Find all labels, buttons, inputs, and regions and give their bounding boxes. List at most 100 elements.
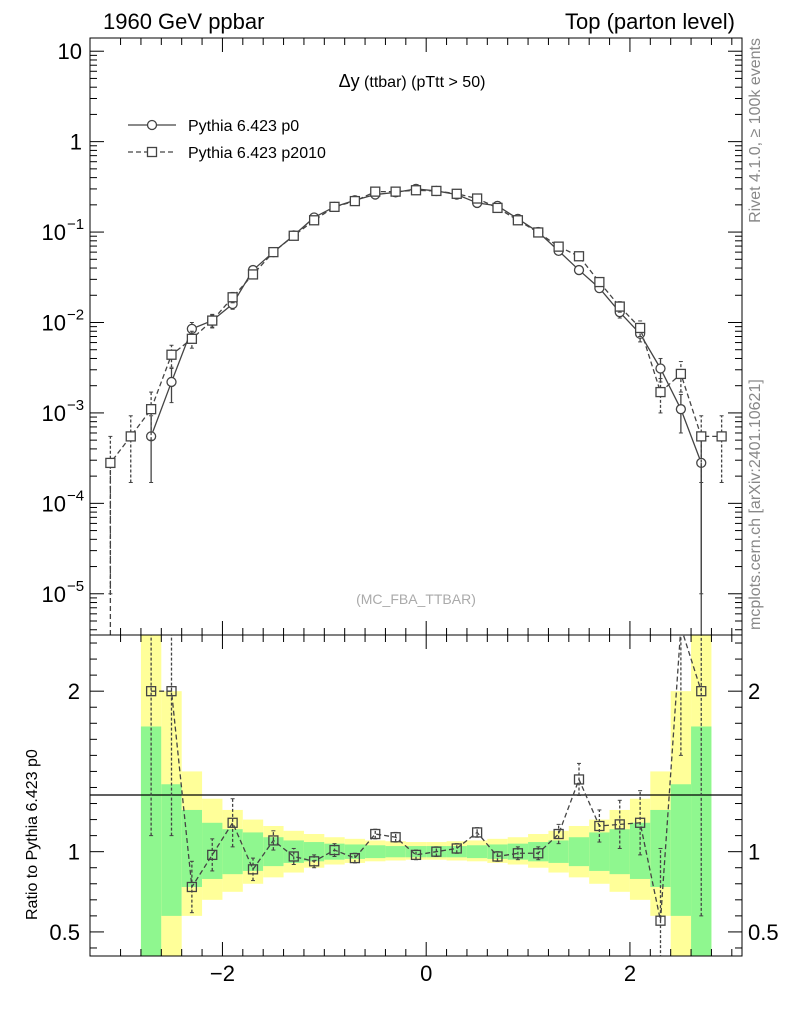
data-point-p2010 [634, 322, 646, 334]
data-point-p2010 [512, 215, 524, 226]
ratio-point [268, 835, 279, 846]
side-label-mcplots: mcplots.cern.ch [arXiv:2401.10621] [747, 379, 764, 630]
ratio-point [696, 686, 707, 697]
data-point-p0 [655, 363, 666, 374]
ratio-point [410, 849, 422, 861]
main-y-tick-base: 10 [42, 401, 66, 426]
ratio-point [533, 848, 544, 859]
plot-title-rest: (ttbar) (pTtt > 50) [360, 74, 486, 91]
data-point-p2010 [594, 276, 605, 288]
legend-marker-p0 [146, 119, 158, 131]
ratio-point [676, 622, 685, 631]
ratio-y-tick-label-left: 0.5 [49, 920, 80, 945]
ratio-point [492, 851, 503, 862]
data-point-p2010 [308, 215, 320, 226]
band-inner [303, 842, 325, 862]
band-inner [609, 829, 630, 875]
x-tick-label: 2 [624, 961, 636, 986]
ratio-y-tick-labels: 2 2 1 1 0.5 0.5 [49, 679, 778, 945]
ratio-series-marks [145, 622, 707, 956]
data-point-p2010 [247, 269, 259, 280]
band-inner [161, 784, 182, 916]
data-point-p0 [145, 431, 157, 442]
data-point-p2010 [492, 202, 503, 214]
data-point-p2010 [329, 201, 340, 213]
ratio-point [308, 856, 320, 867]
series-line-p0 [150, 188, 702, 464]
ratio-point [634, 817, 646, 828]
main-y-tick-label: 10 [42, 582, 66, 607]
ratio-point [349, 852, 361, 864]
data-point-p2010 [207, 315, 218, 326]
ratio-point [166, 686, 177, 697]
data-point-p2010 [349, 195, 361, 207]
band-inner [222, 829, 243, 875]
band-inner [548, 840, 569, 863]
ratio-y-tick-label-left: 2 [68, 679, 80, 704]
main-y-tick-label: 10 [42, 491, 66, 516]
data-point-p2010 [268, 246, 279, 258]
legend-marker-p2010 [146, 146, 158, 158]
ratio-point [370, 828, 381, 840]
main-y-tick-label: 10 [58, 39, 82, 64]
main-y-tick-label: 1 [70, 130, 82, 155]
data-point-p2010 [410, 185, 422, 196]
data-point-p2010 [553, 241, 564, 252]
band-inner [589, 832, 610, 871]
ratio-point [227, 817, 238, 828]
data-point-p2010 [573, 251, 585, 262]
data-point-p2010 [533, 227, 544, 238]
data-point-p2010 [655, 386, 666, 398]
ratio-point [247, 864, 259, 875]
data-point-p2010 [125, 431, 136, 442]
band-inner [670, 784, 692, 916]
data-point-p0 [573, 264, 585, 276]
main-y-tick-exponent: −3 [67, 397, 84, 414]
main-y-tick-base: 10 [42, 310, 66, 335]
band-inner [181, 809, 203, 887]
data-point-p2010 [370, 186, 381, 197]
main-y-tick-base: 10 [58, 39, 82, 64]
ratio-point [451, 843, 462, 854]
main-y-tick-exponent: −4 [67, 487, 84, 504]
ratio-point [614, 819, 625, 830]
band-inner [466, 845, 488, 859]
main-series-marks [105, 183, 727, 635]
ratio-point [512, 848, 524, 859]
x-tick-label: −2 [210, 961, 235, 986]
ratio-frame [89, 634, 743, 957]
main-y-tick-base: 10 [42, 491, 66, 516]
data-point-p2010 [145, 404, 157, 415]
band-inner [568, 837, 590, 867]
legend-label-p2010: Pythia 6.423 p2010 [188, 145, 326, 162]
data-point-p2010 [696, 431, 707, 442]
ratio-point [390, 832, 401, 843]
ratio-y-tick-label-right: 1 [748, 840, 760, 865]
legend: Pythia 6.423 p0 Pythia 6.423 p2010 [128, 118, 326, 162]
ratio-y-label: Ratio to Pythia 6.423 p0 [24, 749, 41, 920]
plot-title-symbol: Δy [339, 71, 360, 91]
ratio-point [573, 774, 585, 785]
data-point-p0 [166, 376, 177, 388]
ratio-point [145, 686, 157, 697]
band-inner [405, 846, 427, 858]
main-y-tick-label: 10 [42, 401, 66, 426]
ratio-line [151, 635, 702, 921]
x-tick-labels: −2 0 2 [210, 961, 636, 986]
ratio-y-tick-label-right: 0.5 [748, 920, 779, 945]
header-left: 1960 GeV ppbar [103, 9, 264, 34]
ratio-y-tick-label-left: 1 [68, 840, 80, 865]
main-y-tick-label: 10 [42, 310, 66, 335]
data-point-p2010 [614, 301, 625, 312]
data-point-p2010 [471, 193, 483, 204]
ratio-point [186, 881, 198, 893]
band-inner [691, 726, 712, 956]
band-inner [140, 726, 162, 956]
data-point-p2010 [186, 333, 198, 344]
data-point-p2010 [390, 186, 401, 197]
ratio-point [655, 915, 666, 926]
data-point-p2010 [675, 368, 687, 380]
